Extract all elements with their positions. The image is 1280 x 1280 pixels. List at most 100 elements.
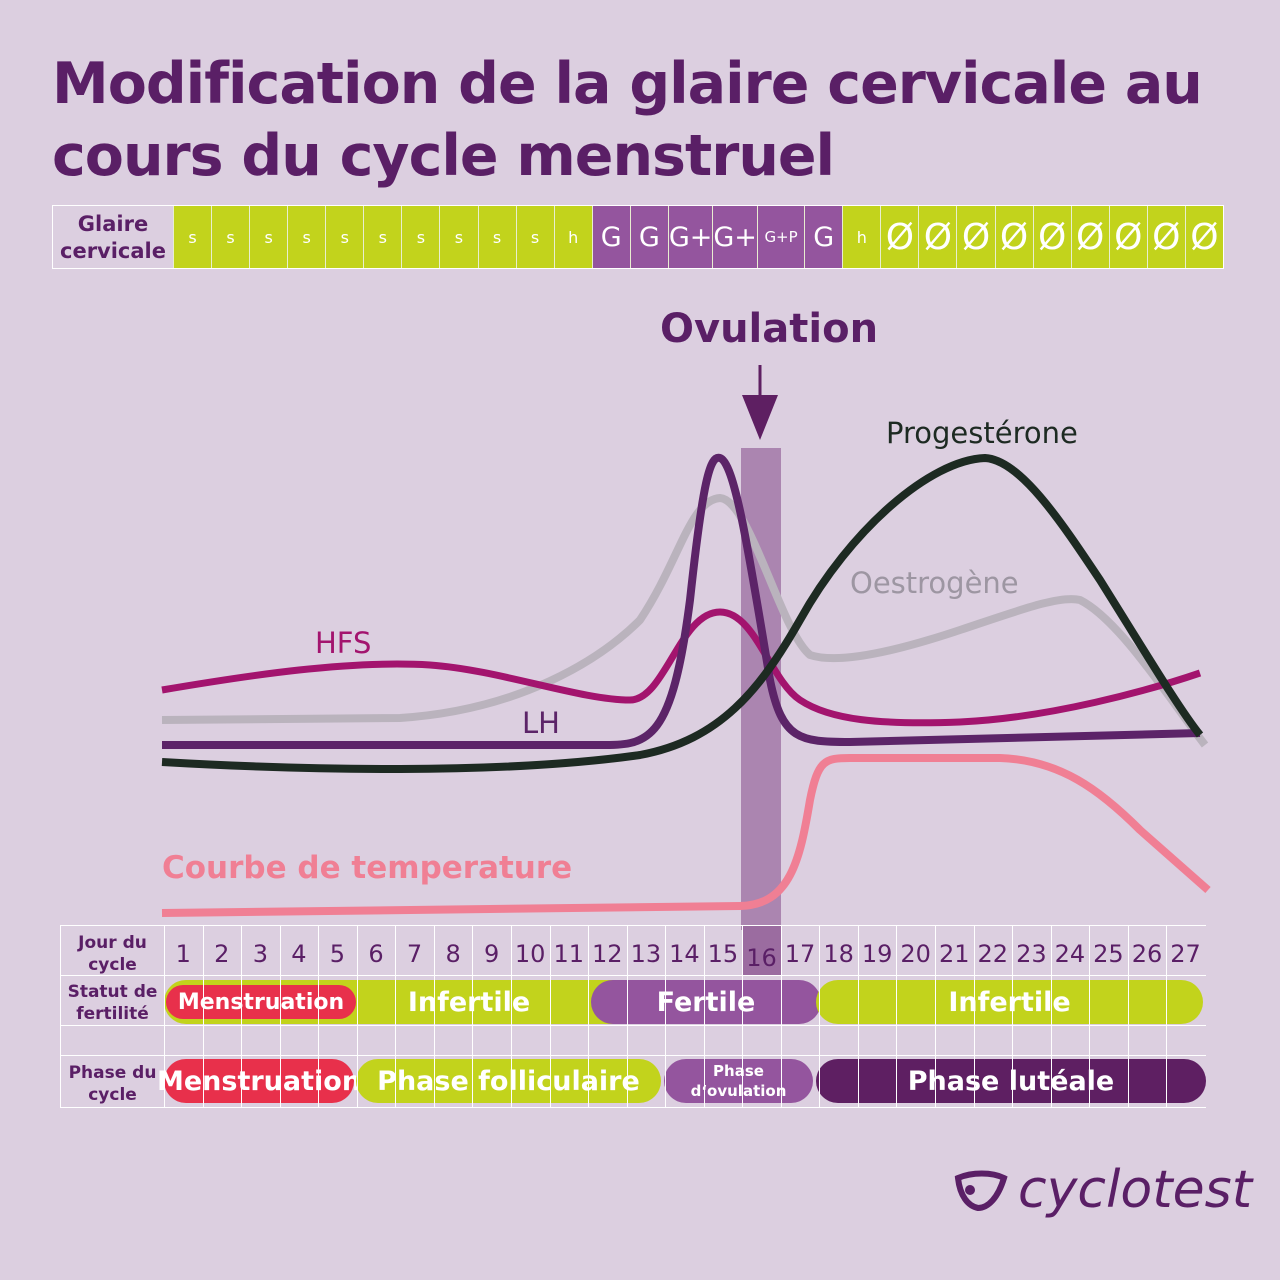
page-title: Modification de la glaire cervicale au c…	[52, 51, 1203, 189]
day-cell: 17	[784, 940, 816, 968]
ovulation-arrow-icon	[742, 395, 778, 440]
mucus-cell: G	[591, 206, 630, 268]
mucus-cell: s	[515, 206, 554, 268]
mucus-cell: Ø	[994, 206, 1033, 268]
grid-line	[472, 925, 474, 1107]
day-cell: 27	[1170, 940, 1201, 968]
label-line: Phase	[713, 1062, 764, 1080]
day-cell: 14	[669, 940, 700, 968]
mucus-cell: G	[629, 206, 668, 268]
grid-line	[1012, 925, 1014, 1107]
day-cell: 23	[1016, 940, 1047, 968]
grid-line	[241, 925, 243, 1107]
status-row-label: Statut de fertilité	[61, 981, 164, 1025]
day-cell: 24	[1054, 940, 1086, 968]
day-cell: 18	[823, 940, 854, 968]
empty-row	[61, 1025, 1206, 1056]
lh-label: LH	[522, 706, 560, 740]
grid-line	[1050, 925, 1052, 1107]
mucus-cell: s	[287, 206, 326, 268]
mucus-cell: s	[363, 206, 402, 268]
grid-line	[433, 925, 435, 1107]
grid-line	[703, 925, 705, 1107]
phase-follicular: Phase folliculaire	[356, 1059, 661, 1103]
grid-line	[626, 925, 628, 1107]
day-cell: 7	[406, 940, 423, 968]
status-text: Infertile	[407, 986, 531, 1018]
status-fertile: Fertile	[591, 980, 821, 1024]
grid-line	[780, 925, 782, 1107]
phase-menstruation: Menstruation	[157, 1059, 361, 1103]
day-cell: 10	[514, 940, 546, 968]
mucus-cell: G+	[667, 206, 713, 268]
oestrogen-label: Oestrogène	[850, 566, 1019, 600]
day-cell: 6	[368, 940, 384, 968]
mucus-cell: s	[325, 206, 364, 268]
mucus-cell: Ø	[918, 206, 957, 268]
grid-line	[665, 925, 667, 1107]
mucus-cell: Ø	[880, 206, 919, 268]
day-cell: 16	[742, 926, 781, 976]
day-cell: 4	[291, 940, 307, 968]
day-cell: 12	[592, 940, 623, 968]
mucus-cell: h	[842, 206, 881, 268]
day-cell: 9	[484, 940, 500, 968]
grid-line	[935, 925, 936, 1107]
ovulation-label: Ovulation	[660, 306, 879, 352]
day-cell: 15	[707, 940, 739, 968]
day-cell: 3	[252, 940, 268, 968]
grid-line	[395, 925, 397, 1107]
grid-line	[318, 925, 320, 1107]
day-cell: 13	[630, 940, 662, 968]
label-line: Statut de	[67, 982, 158, 1002]
mucus-cell: G	[804, 206, 843, 268]
day-cell: 8	[445, 940, 461, 968]
label-line: fertilité	[76, 1004, 149, 1024]
grid-line	[1127, 925, 1129, 1107]
grid-line	[356, 925, 358, 1107]
grid-line	[819, 925, 821, 1107]
grid-line	[896, 925, 898, 1107]
label-line: Phase du	[68, 1063, 157, 1083]
phase-row-label: Phase du cycle	[61, 1062, 164, 1106]
day-cell: 2	[214, 940, 230, 968]
mucus-cell: s	[173, 206, 212, 268]
phase-ovulation: Phase d‘ovulation	[664, 1059, 813, 1103]
mucus-cell: h	[553, 206, 592, 268]
grid-line	[279, 925, 281, 1107]
mucus-cell: s	[211, 206, 250, 268]
grid-line	[857, 925, 859, 1107]
mucus-cell: Ø	[1032, 206, 1071, 268]
day-cell: 1	[175, 940, 191, 968]
mucus-cell: s	[477, 206, 516, 268]
grid-line	[510, 925, 512, 1107]
status-infertile-2: Infertile	[816, 980, 1203, 1024]
mucus-row-label: Glaire cervicale	[53, 206, 173, 268]
day-cell: 5	[329, 940, 346, 968]
mucus-cell: s	[439, 206, 478, 268]
day-cell: 25	[1093, 940, 1124, 968]
grid-line	[549, 925, 551, 1107]
label-line: cycle	[88, 1085, 137, 1105]
status-menstruation: Menstruation	[166, 985, 356, 1019]
mucus-cell: s	[249, 206, 288, 268]
day-cell: 26	[1131, 940, 1163, 968]
day-row-label: Jour du cycle	[61, 932, 164, 976]
day-cell: 22	[977, 940, 1009, 968]
mucus-cell: Ø	[1070, 206, 1109, 268]
day-cell: 19	[861, 940, 893, 968]
day-cell: 20	[900, 940, 931, 968]
temperature-label: Courbe de temperature	[162, 850, 573, 886]
mucus-cell: Ø	[1146, 206, 1185, 268]
progesterone-curve	[161, 453, 1204, 773]
phase-luteal: Phase lutéale	[816, 1059, 1206, 1103]
mucus-cell: Ø	[1184, 206, 1223, 268]
grid-line	[1089, 925, 1091, 1107]
hfs-label: HFS	[315, 626, 372, 660]
grid-line	[588, 925, 590, 1107]
mucus-cell: G+	[712, 206, 757, 268]
cyclotest-logo: cyclotest	[952, 1160, 1252, 1220]
